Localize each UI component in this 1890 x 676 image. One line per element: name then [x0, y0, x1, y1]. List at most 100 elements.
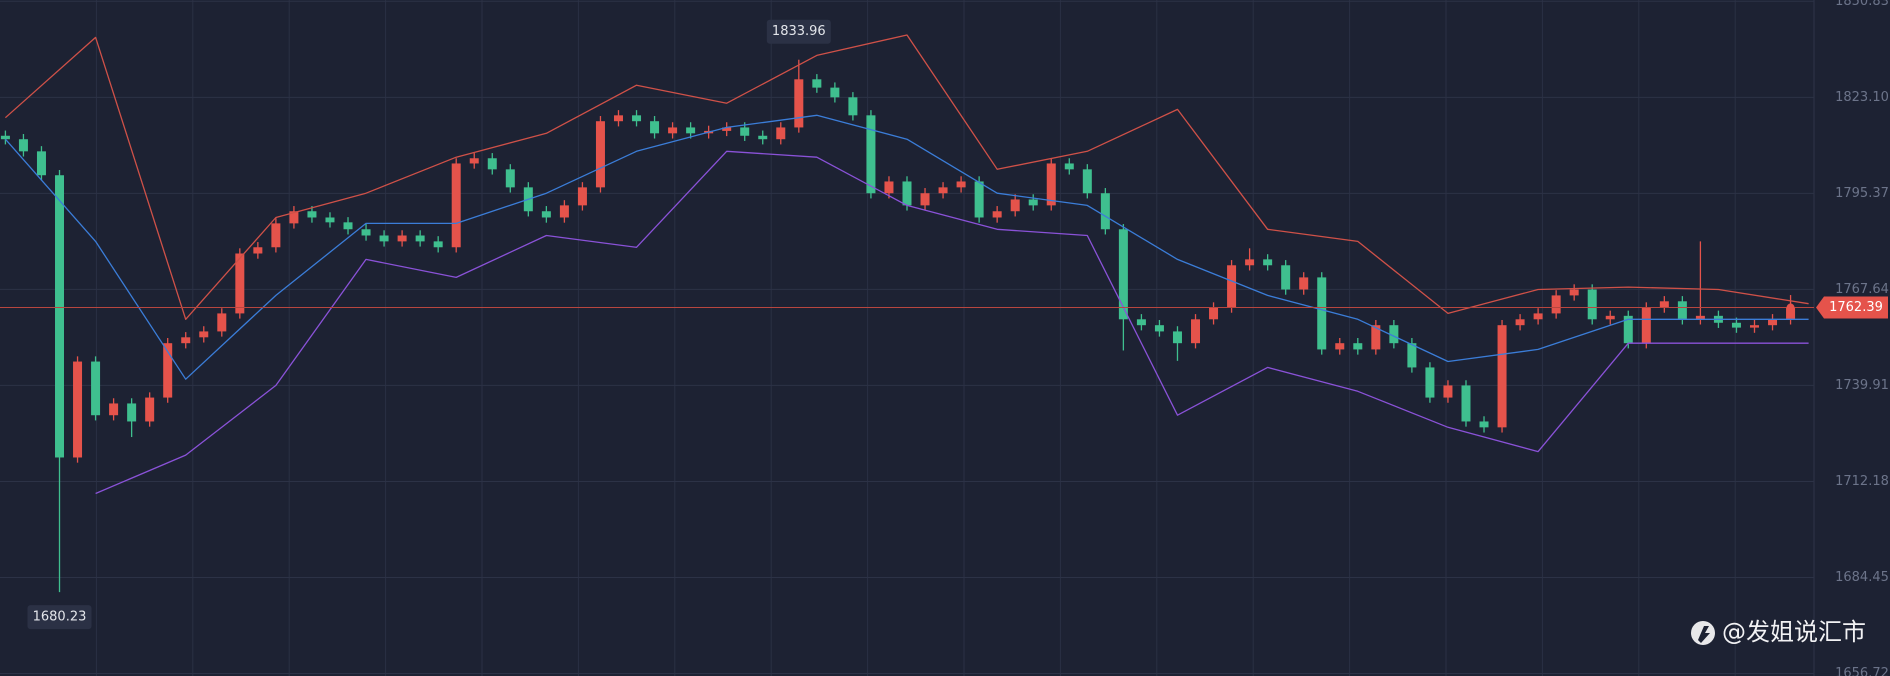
candle-body [668, 127, 678, 134]
candle-body [1046, 163, 1056, 206]
candle-body [181, 337, 191, 344]
y-tick-label: 1850.83 [1835, 0, 1889, 9]
y-tick-label: 1712.18 [1835, 474, 1889, 489]
candle-body [253, 247, 263, 254]
candle-body [163, 343, 173, 398]
candle-body [0, 135, 10, 140]
watermark-icon-glyph [1698, 626, 1710, 643]
candle-body [1010, 199, 1020, 212]
max-label-box [766, 19, 831, 44]
band-line [4, 114, 1809, 380]
candle-body [1479, 421, 1489, 428]
candle-body [992, 211, 1002, 218]
band-line [95, 150, 1809, 495]
candle-body [1605, 315, 1615, 320]
candle-body [866, 115, 876, 194]
candle-body [451, 163, 461, 248]
candle-body [199, 331, 209, 338]
candle-body [1082, 169, 1092, 194]
y-tick-label: 1684.45 [1835, 570, 1889, 585]
candle-body [1677, 301, 1687, 320]
candle-body [1533, 313, 1543, 320]
watermark: @发姐说汇市 [1691, 618, 1866, 646]
candle-body [1407, 343, 1417, 368]
candle-body [1389, 325, 1399, 344]
candle-body [974, 181, 984, 218]
candle-body [1371, 325, 1381, 350]
y-tick-label: 1767.64 [1835, 282, 1889, 297]
watermark-text: @发姐说汇市 [1722, 618, 1866, 646]
candle-body [127, 403, 137, 422]
candle-body [595, 121, 605, 188]
candle-body [1497, 325, 1507, 428]
candle-body [776, 127, 786, 140]
candle-body [36, 151, 46, 176]
candle-body [1569, 289, 1579, 296]
candle-body [956, 181, 966, 188]
max-label: 1833.96 [772, 24, 826, 39]
candle-body [1768, 319, 1778, 326]
candle-body [325, 217, 335, 223]
last-price-dot [1786, 303, 1795, 312]
candle-body [1100, 193, 1110, 230]
candle-body [487, 158, 497, 170]
candle-body [1786, 307, 1796, 320]
candle-body [577, 187, 587, 206]
min-label: 1680.23 [33, 610, 87, 625]
candle-body [73, 361, 83, 458]
candle-body [613, 115, 623, 122]
candle-body [1227, 265, 1237, 308]
candle-body [1028, 199, 1038, 206]
y-tick-label: 1656.72 [1835, 666, 1889, 676]
candle-body [1317, 277, 1327, 350]
candle-body [830, 87, 840, 98]
candle-body [650, 121, 660, 134]
candle-body [1623, 315, 1633, 344]
candle-body [109, 403, 119, 416]
candle-body [1353, 343, 1363, 350]
candle-body [1749, 325, 1759, 328]
candle-body [1118, 229, 1128, 320]
candle-body [397, 235, 407, 242]
last-price-tag [1816, 296, 1888, 319]
candle-body [1263, 259, 1273, 266]
candle-body [812, 79, 822, 88]
candle-body [1064, 163, 1074, 170]
candle-body [91, 361, 101, 416]
candle-body [740, 127, 750, 136]
candle-body [1136, 319, 1146, 326]
last-price-label: 1762.39 [1829, 300, 1883, 315]
candle-body [469, 158, 479, 164]
candle-body [433, 241, 443, 248]
candle-body [289, 211, 299, 224]
candle-body [1154, 325, 1164, 332]
candle-body [361, 229, 371, 236]
candle-body [902, 181, 912, 206]
candle-body [307, 211, 317, 218]
candle-body [55, 175, 65, 458]
candle-body [1443, 385, 1453, 398]
candle-body [632, 115, 642, 122]
candle-body [1172, 331, 1182, 344]
candle-body [379, 235, 389, 242]
candle-body [938, 187, 948, 194]
candle-body [415, 235, 425, 242]
candle-body [1425, 367, 1435, 398]
candle-body [1515, 319, 1525, 326]
candle-body [235, 253, 245, 314]
candle-body [1191, 319, 1201, 344]
candle-body [271, 223, 281, 248]
candle-body [1551, 295, 1561, 314]
candle-body [559, 205, 569, 218]
candle-body [722, 127, 732, 131]
candle-body [145, 397, 155, 422]
candle-body [1731, 322, 1741, 328]
candle-body [1299, 277, 1309, 290]
candle-body [18, 139, 28, 152]
candle-body [848, 97, 858, 116]
y-tick-label: 1795.37 [1835, 186, 1889, 201]
candle-body [758, 135, 768, 140]
candle-body [1461, 385, 1471, 422]
candle-body [1245, 259, 1255, 266]
